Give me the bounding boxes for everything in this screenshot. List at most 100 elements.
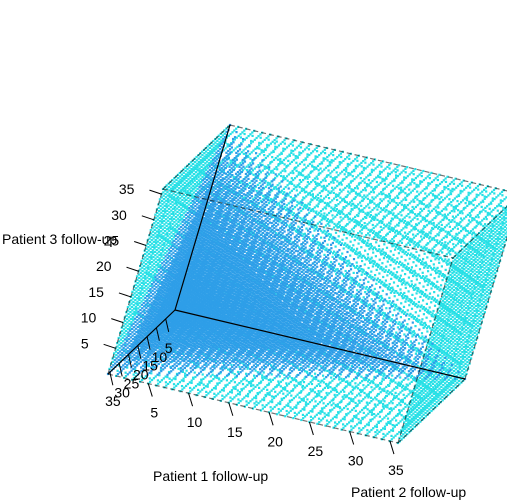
data-point bbox=[462, 208, 465, 211]
data-point bbox=[459, 330, 462, 333]
data-point bbox=[258, 382, 261, 385]
data-point bbox=[397, 393, 400, 396]
data-point bbox=[331, 199, 334, 202]
data-point bbox=[169, 239, 172, 243]
data-point bbox=[436, 367, 439, 370]
data-point bbox=[444, 341, 447, 344]
data-point bbox=[283, 163, 286, 166]
data-point bbox=[487, 241, 490, 244]
data-point bbox=[354, 396, 357, 399]
data-point bbox=[260, 380, 263, 383]
data-point bbox=[410, 224, 413, 227]
data-point bbox=[499, 201, 502, 204]
data-point bbox=[464, 281, 467, 284]
data-point bbox=[380, 298, 383, 301]
data-point bbox=[447, 372, 450, 375]
data-point bbox=[449, 325, 452, 328]
data-point bbox=[456, 184, 460, 187]
data-point bbox=[336, 226, 339, 229]
data-point bbox=[474, 316, 477, 319]
data-point bbox=[375, 204, 378, 207]
data-point bbox=[282, 192, 285, 195]
data-point bbox=[304, 186, 307, 189]
data-point bbox=[432, 392, 435, 396]
data-point bbox=[297, 171, 300, 174]
data-point bbox=[483, 285, 486, 288]
data-point bbox=[404, 286, 407, 289]
data-point bbox=[362, 210, 365, 213]
data-point bbox=[186, 190, 189, 193]
data-point bbox=[487, 289, 490, 292]
data-point bbox=[441, 358, 444, 361]
data-point bbox=[438, 173, 441, 176]
data-point bbox=[436, 404, 439, 407]
data-point bbox=[373, 277, 376, 280]
data-point bbox=[235, 127, 238, 130]
data-point bbox=[199, 200, 202, 203]
data-point bbox=[208, 162, 211, 165]
data-point bbox=[479, 201, 482, 204]
data-point bbox=[504, 232, 507, 235]
data-point bbox=[493, 261, 496, 264]
data-point bbox=[313, 241, 316, 244]
data-point bbox=[259, 171, 262, 174]
data-point bbox=[320, 181, 323, 184]
data-point bbox=[480, 299, 483, 302]
data-point bbox=[181, 183, 184, 186]
data-point bbox=[435, 401, 438, 404]
data-point bbox=[334, 231, 338, 234]
data-point bbox=[392, 378, 395, 381]
data-point bbox=[457, 314, 460, 317]
data-point bbox=[458, 379, 461, 383]
data-point bbox=[336, 198, 339, 202]
data-point bbox=[480, 255, 483, 258]
data-point bbox=[456, 341, 459, 344]
data-point bbox=[364, 396, 367, 399]
data-point bbox=[442, 379, 445, 382]
data-point bbox=[450, 210, 453, 213]
data-point bbox=[345, 245, 348, 248]
data-point bbox=[294, 199, 297, 202]
data-point bbox=[168, 233, 171, 236]
data-point bbox=[438, 225, 441, 228]
data-point bbox=[221, 184, 224, 187]
data-point bbox=[425, 215, 428, 218]
data-point bbox=[323, 293, 326, 296]
data-point bbox=[386, 174, 390, 177]
data-point bbox=[369, 321, 372, 324]
data-point bbox=[462, 276, 465, 279]
data-point bbox=[417, 419, 420, 422]
data-point bbox=[401, 389, 404, 392]
data-point bbox=[397, 224, 400, 227]
data-point bbox=[267, 164, 270, 167]
data-point bbox=[223, 185, 226, 188]
data-point bbox=[328, 160, 331, 164]
data-point bbox=[325, 175, 328, 178]
data-point bbox=[471, 219, 474, 222]
data-point bbox=[289, 195, 292, 199]
data-point bbox=[430, 297, 433, 300]
data-point bbox=[418, 413, 421, 416]
data-point bbox=[386, 260, 389, 263]
data-point bbox=[322, 397, 325, 400]
data-point bbox=[333, 389, 336, 392]
data-point bbox=[268, 168, 271, 171]
data-point bbox=[469, 221, 472, 224]
data-point bbox=[441, 289, 444, 292]
data-point bbox=[434, 253, 437, 256]
data-point bbox=[423, 280, 427, 283]
data-point bbox=[494, 207, 497, 210]
data-point bbox=[462, 320, 465, 323]
data-point bbox=[344, 195, 347, 199]
data-point bbox=[324, 368, 327, 371]
data-point bbox=[431, 237, 434, 240]
data-point bbox=[192, 166, 195, 169]
data-point bbox=[489, 283, 492, 286]
data-point bbox=[249, 162, 252, 165]
data-point bbox=[333, 222, 336, 225]
data-point bbox=[143, 293, 146, 296]
data-point bbox=[321, 179, 324, 182]
data-point bbox=[378, 172, 381, 176]
data-point bbox=[495, 248, 498, 251]
data-point bbox=[200, 171, 203, 174]
